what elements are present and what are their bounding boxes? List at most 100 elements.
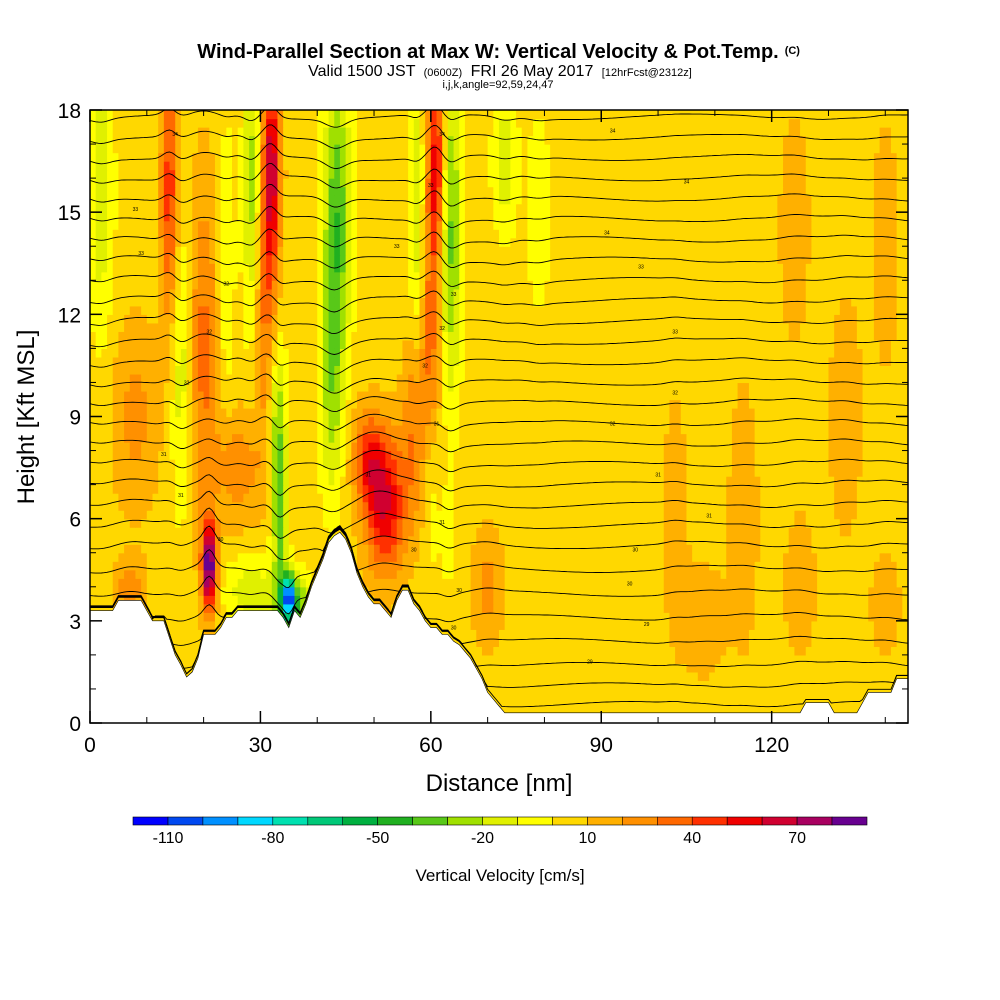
velocity-cell: [368, 552, 375, 562]
velocity-cell: [584, 518, 591, 528]
velocity-cell: [260, 442, 267, 452]
velocity-cell: [868, 459, 875, 469]
velocity-cell: [720, 510, 727, 520]
velocity-cell: [834, 510, 841, 520]
velocity-cell: [697, 612, 705, 622]
velocity-cell: [851, 603, 858, 613]
velocity-cell: [510, 612, 517, 622]
velocity-cell: [453, 595, 460, 605]
velocity-cell: [362, 459, 369, 469]
velocity-cell: [629, 493, 636, 503]
velocity-cell: [726, 688, 733, 699]
velocity-cell: [493, 569, 500, 579]
velocity-cell: [669, 578, 676, 588]
velocity-cell: [447, 535, 455, 545]
velocity-cell: [737, 535, 744, 545]
velocity-cell: [464, 620, 472, 630]
velocity-cell: [669, 697, 676, 707]
velocity-cell: [442, 433, 449, 443]
velocity-cell: [839, 705, 847, 716]
velocity-cell: [646, 612, 653, 622]
velocity-cell: [493, 552, 500, 562]
velocity-cell: [902, 586, 908, 596]
velocity-cell: [578, 646, 585, 656]
velocity-cell: [152, 586, 159, 596]
velocity-cell: [510, 459, 517, 469]
velocity-cell: [731, 620, 739, 630]
velocity-cell: [697, 493, 705, 503]
velocity-cell: [760, 501, 767, 511]
velocity-cell: [499, 671, 506, 682]
velocity-cell: [339, 510, 347, 520]
velocity-cell: [902, 476, 908, 486]
velocity-cell: [777, 629, 784, 639]
velocity-cell: [470, 620, 477, 630]
velocity-cell: [743, 501, 750, 511]
velocity-cell: [612, 467, 619, 477]
velocity-cell: [396, 518, 404, 528]
velocity-cell: [777, 697, 784, 707]
velocity-cell: [152, 561, 159, 571]
velocity-cell: [550, 637, 557, 647]
velocity-cell: [765, 535, 773, 545]
velocity-cell: [101, 535, 108, 545]
velocity-cell: [868, 433, 875, 443]
velocity-cell: [783, 637, 790, 647]
velocity-cell: [658, 476, 665, 486]
velocity-cell: [652, 569, 659, 579]
velocity-cell: [623, 535, 631, 545]
velocity-cell: [453, 527, 460, 537]
velocity-cell: [805, 493, 813, 503]
velocity-cell: [527, 425, 534, 435]
velocity-cell: [129, 450, 137, 460]
velocity-cell: [249, 450, 256, 460]
velocity-cell: [266, 535, 273, 545]
velocity-cell: [567, 493, 574, 503]
velocity-cell: [396, 569, 404, 579]
velocity-cell: [436, 433, 443, 443]
velocity-cell: [283, 459, 290, 469]
velocity-cell: [811, 459, 818, 469]
velocity-cell: [379, 450, 386, 460]
velocity-cell: [629, 510, 636, 520]
velocity-cell: [663, 663, 671, 673]
velocity-cell: [118, 552, 125, 562]
velocity-cell: [459, 442, 466, 452]
velocity-cell: [800, 671, 807, 682]
velocity-cell: [754, 578, 761, 588]
velocity-cell: [186, 476, 193, 486]
velocity-cell: [783, 578, 790, 588]
velocity-cell: [578, 493, 585, 503]
velocity-cell: [254, 535, 262, 545]
velocity-cell: [459, 552, 466, 562]
velocity-cell: [606, 527, 614, 537]
velocity-cell: [902, 442, 908, 452]
velocity-cell: [658, 646, 665, 656]
velocity-cell: [379, 544, 386, 554]
velocity-cell: [873, 433, 881, 443]
velocity-cell: [533, 603, 540, 613]
velocity-cell: [737, 705, 744, 716]
velocity-cell: [663, 450, 671, 460]
velocity-cell: [720, 442, 727, 452]
velocity-cell: [834, 637, 841, 647]
velocity-cell: [374, 544, 381, 554]
velocity-cell: [635, 603, 642, 613]
velocity-cell: [402, 493, 409, 503]
velocity-cell: [192, 595, 199, 605]
velocity-cell: [902, 561, 908, 571]
velocity-cell: [283, 578, 290, 588]
velocity-cell: [856, 680, 864, 690]
velocity-cell: [396, 442, 404, 452]
velocity-cell: [589, 433, 597, 443]
velocity-cell: [152, 467, 159, 477]
velocity-cell: [101, 518, 108, 528]
velocity-cell: [459, 476, 466, 486]
velocity-cell: [873, 535, 881, 545]
velocity-cell: [510, 510, 517, 520]
velocity-cell: [800, 603, 807, 613]
velocity-cell: [669, 629, 676, 639]
velocity-cell: [419, 552, 426, 562]
velocity-cell: [879, 450, 886, 460]
velocity-cell: [703, 484, 710, 494]
